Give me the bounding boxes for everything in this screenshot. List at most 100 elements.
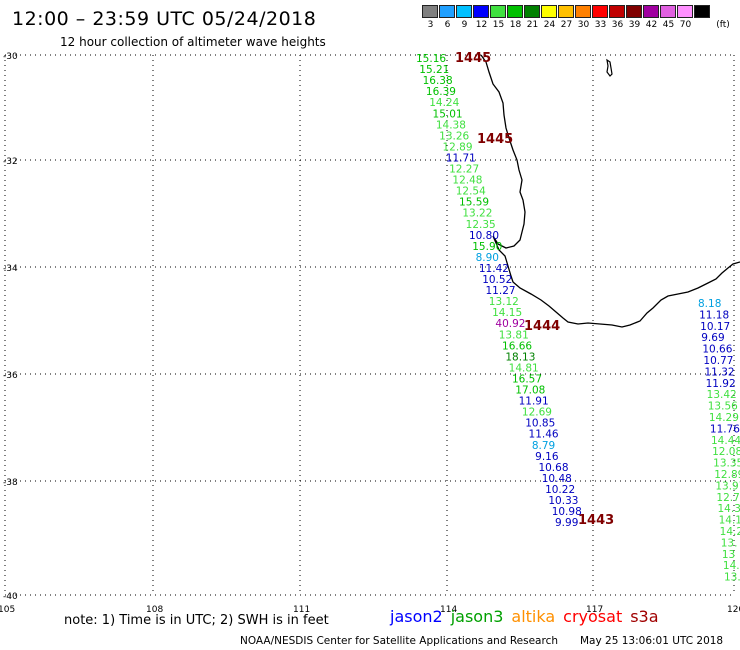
scale-label: 3 <box>427 20 434 30</box>
satellite-legend-item: jason3 <box>450 607 504 626</box>
wave-height-value: 8.79 <box>532 440 555 452</box>
scale-swatch <box>694 5 710 18</box>
wave-height-value: 13 <box>722 549 735 561</box>
pass-time-label: 1445 <box>455 51 491 66</box>
wave-height-value: 10.80 <box>469 230 499 242</box>
pass-time-label: 1443 <box>578 513 614 528</box>
wave-height-value: 12.54 <box>456 186 486 198</box>
wave-height-value: 10.98 <box>552 506 582 518</box>
wave-height-value: 11.27 <box>486 285 516 297</box>
lon-label: 120 <box>727 605 740 615</box>
wave-height-value: 12.69 <box>522 407 552 419</box>
lon-label: 111 <box>293 605 310 615</box>
scale-label: 6 <box>444 20 451 30</box>
map-subtitle: 12 hour collection of altimeter wave hei… <box>60 35 326 49</box>
scale-swatch <box>660 5 676 18</box>
wave-height-value: 15.21 <box>419 64 449 76</box>
scale-label: 12 <box>475 20 488 30</box>
wave-height-value: 14.1 <box>719 515 740 527</box>
wave-height-value: 11.18 <box>699 309 729 321</box>
generation-timestamp: May 25 13:06:01 UTC 2018 <box>580 635 724 647</box>
wave-height-value: 10.66 <box>702 344 732 356</box>
scale-swatch <box>558 5 574 18</box>
wave-height-value: 8.90 <box>476 252 499 264</box>
scale-swatch <box>473 5 489 18</box>
scale-unit: (ft) <box>716 20 730 30</box>
lat-label: -36 <box>3 371 18 381</box>
scale-label: 21 <box>526 20 539 30</box>
wave-height-value: 10.33 <box>548 495 578 507</box>
scale-swatch <box>422 5 438 18</box>
wave-height-value: 15.01 <box>433 108 463 120</box>
scale-label: 15 <box>492 20 505 30</box>
altimeter-track-2: 8.1811.1810.179.6910.6610.7711.3211.9213… <box>698 298 740 584</box>
wave-height-value: 14.2 <box>720 526 740 538</box>
wave-height-value: 16.39 <box>426 86 456 98</box>
wave-height-value: 14.38 <box>436 119 466 131</box>
wave-height-value: 10.85 <box>525 418 555 430</box>
scale-label: 36 <box>611 20 624 30</box>
wave-height-value: 9.69 <box>701 332 724 344</box>
wave-height-value: 12.27 <box>449 164 479 176</box>
pass-time-label: 1445 <box>477 132 513 147</box>
wave-height-value: 12.35 <box>466 219 496 231</box>
wave-height-value: 15.16 <box>416 53 446 65</box>
lon-label: 117 <box>586 605 603 615</box>
wave-height-value: 10.48 <box>542 473 572 485</box>
scale-label: 39 <box>628 20 641 30</box>
wave-height-value: 12.7 <box>716 492 739 504</box>
scale-label: 18 <box>509 20 522 30</box>
wave-height-value: 11.32 <box>705 366 735 378</box>
wave-height-value: 13.12 <box>489 296 519 308</box>
wave-height-value: 9.99 <box>555 517 578 529</box>
pass-time-labels: 1445 1445 1444 1443 <box>455 51 614 528</box>
wave-height-value: 13.97 <box>715 480 740 492</box>
lat-label: -32 <box>3 157 18 167</box>
wave-height-value: 10.68 <box>538 462 568 474</box>
color-scale-legend: 3 6 9 12 15 18 21 24 27 30 33 36 39 42 45 70 (ft) <box>422 5 735 30</box>
scale-swatch <box>439 5 455 18</box>
satellite-legend-item: s3a <box>630 607 659 626</box>
wave-height-value: 11.46 <box>529 429 559 441</box>
lat-label: -34 <box>3 264 18 274</box>
lat-label: -30 <box>3 52 18 62</box>
wave-height-value: 18.13 <box>505 351 535 363</box>
map-title: 12:00 – 23:59 UTC 05/24/2018 <box>12 8 317 30</box>
wave-height-value: 11.76 <box>710 423 740 435</box>
wave-height-value: 13. <box>721 537 738 549</box>
australia-west-coastline <box>480 54 740 328</box>
satellite-legend: jason2 jason3 altika cryosat s3a <box>390 607 667 626</box>
map-grid <box>4 54 735 596</box>
scale-label: 42 <box>645 20 658 30</box>
wave-height-value: 12.48 <box>452 175 482 187</box>
lon-label: 105 <box>0 605 15 615</box>
scale-label: 9 <box>461 20 468 30</box>
wave-height-value: 40.92 <box>495 318 525 330</box>
lat-label: -38 <box>3 478 18 488</box>
wave-height-value: 16.38 <box>423 75 453 87</box>
axis-labels: -30 -32 -34 -36 -38 -40 105 108 111 114 117 120 <box>0 52 740 615</box>
scale-label: 24 <box>543 20 556 30</box>
satellite-legend-item: jason2 <box>390 607 443 626</box>
scale-swatch <box>490 5 506 18</box>
footer-note: note: 1) Time is in UTC; 2) SWH is in fe… <box>64 613 329 628</box>
scale-swatch <box>541 5 557 18</box>
wave-height-value: 12.89 <box>714 469 740 481</box>
wave-height-value: 10.17 <box>700 321 730 333</box>
wave-height-value: 10.77 <box>703 355 733 367</box>
scale-swatch <box>677 5 693 18</box>
wave-height-value: 13.56 <box>708 401 738 413</box>
wave-height-value: 14. <box>723 560 740 572</box>
scale-swatch <box>592 5 608 18</box>
altimeter-track-1: 15.1615.2116.3816.3914.2415.0114.3813.26… <box>416 53 582 529</box>
scale-swatch <box>609 5 625 18</box>
wave-height-value: 13.42 <box>707 389 737 401</box>
wave-height-value: 16.57 <box>512 373 542 385</box>
wave-height-value: 11.92 <box>706 378 736 390</box>
scale-label: 30 <box>577 20 590 30</box>
wave-height-value: 13.22 <box>462 208 492 220</box>
wave-height-value: 13.35 <box>713 458 740 470</box>
wave-height-value: 11.71 <box>446 152 476 164</box>
wave-height-value: 14.3 <box>718 503 740 515</box>
lon-label: 114 <box>440 605 457 615</box>
